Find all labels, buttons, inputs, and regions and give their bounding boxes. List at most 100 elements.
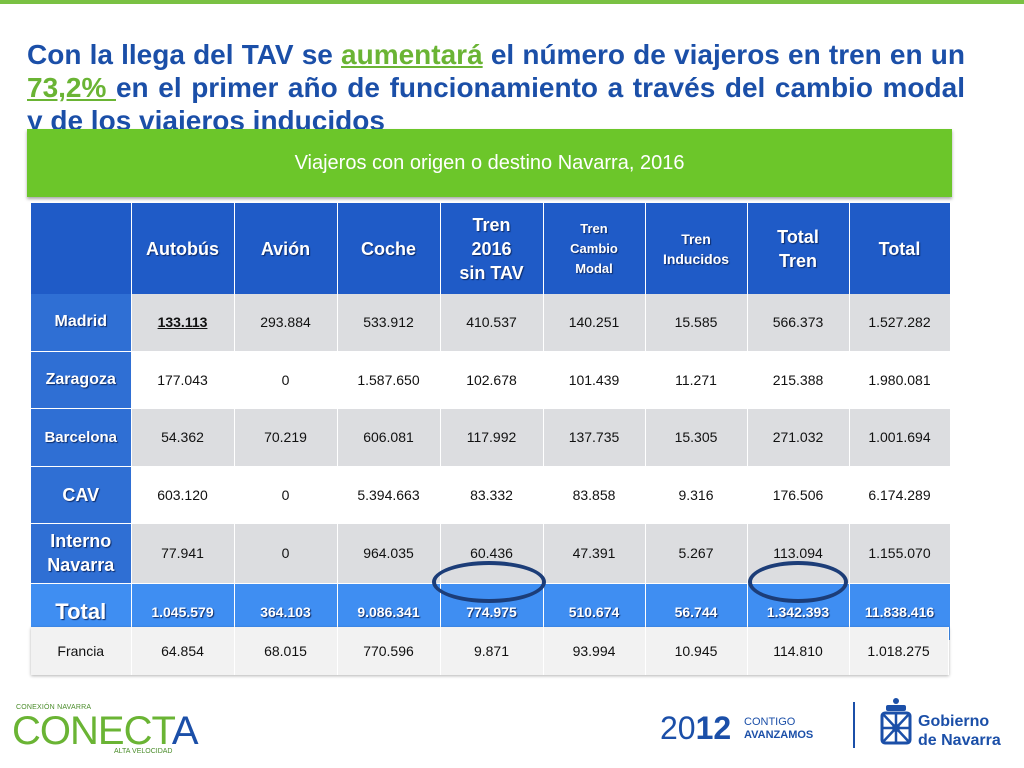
header-total-tren-line-1: Total [777, 226, 819, 247]
header-tren-2016-line-2: 2016 [471, 238, 512, 259]
header-total: Total [849, 203, 951, 294]
table-cell: 77.941 [131, 523, 235, 584]
table-cell: 114.810 [747, 627, 850, 675]
table-cell: 271.032 [747, 408, 850, 467]
table-cell: 64.854 [131, 627, 235, 675]
table-cell: 140.251 [543, 294, 646, 352]
row-label-interno-line-1: Interno [50, 531, 112, 551]
table-cell: 11.271 [645, 351, 748, 409]
header-inducidos-line-1: Tren [681, 230, 711, 247]
table-cell: 293.884 [234, 294, 338, 352]
header-total-tren-line-2: Tren [778, 250, 817, 271]
table-cell: 215.388 [747, 351, 850, 409]
table-cell: 606.081 [337, 408, 441, 467]
row-label-francia: Francia [31, 627, 132, 675]
table-cell: 133.113 [131, 294, 235, 352]
header-tren-inducidos: Tren Inducidos [645, 203, 748, 294]
row-label-interno-navarra: Interno Navarra [31, 523, 132, 584]
page-title: Con la llega del TAV se aumentará el núm… [27, 38, 965, 137]
table-cell: 566.373 [747, 294, 850, 352]
table-banner-title: Viajeros con origen o destino Navarra, 2… [294, 151, 685, 174]
table-row-madrid: Madrid 133.113 293.884 533.912 410.537 1… [31, 294, 951, 352]
table-row-barcelona: Barcelona 54.362 70.219 606.081 117.992 … [31, 408, 951, 467]
top-accent-line [0, 0, 1024, 4]
header-autobus: Autobús [131, 203, 235, 294]
year-logo: 2012 [660, 710, 731, 746]
headline-highlight-percent: 73,2% [27, 72, 116, 103]
headline-highlight-aumentara: aumentará [341, 39, 483, 70]
table-cell: 68.015 [234, 627, 338, 675]
row-label-barcelona: Barcelona [31, 408, 132, 467]
header-tren-2016: Tren 2016 sin TAV [440, 203, 544, 294]
table-cell: 83.332 [440, 466, 544, 524]
table-cell: 1.527.282 [849, 294, 951, 352]
gobierno-line-1: Gobierno [918, 713, 990, 730]
table-cell: 0 [234, 351, 338, 409]
conecta-logo-blue-part: A [171, 709, 199, 753]
navarra-shield-icon [880, 698, 912, 745]
row-label-interno-line-2: Navarra [47, 555, 115, 575]
row-label-zaragoza: Zaragoza [31, 351, 132, 409]
highlight-oval-tren-2016 [432, 561, 546, 603]
conecta-logo-top-text: CONEXIÓN NAVARRA [16, 704, 92, 711]
year-thin: 20 [660, 710, 696, 746]
table-header-row: Autobús Avión Coche Tren 2016 sin TAV Tr… [31, 203, 951, 294]
table-cell: 6.174.289 [849, 466, 951, 524]
table-cell: 603.120 [131, 466, 235, 524]
headline-part-1: Con la llega del TAV se [27, 39, 342, 70]
table-cell: 102.678 [440, 351, 544, 409]
header-cambio-line-3: Modal [575, 260, 613, 276]
table-cell: 1.980.081 [849, 351, 951, 409]
table-cell: 0 [234, 466, 338, 524]
year-bold: 12 [695, 710, 732, 746]
header-corner [31, 203, 132, 294]
slogan: CONTIGO AVANZAMOS [744, 716, 813, 742]
table-cell: 1.587.650 [337, 351, 441, 409]
table-cell: 177.043 [131, 351, 235, 409]
table-cell: 117.992 [440, 408, 544, 467]
header-cambio-line-2: Cambio [570, 240, 618, 256]
gobierno-navarra-logo: Gobierno de Navarra [918, 712, 1001, 750]
row-label-madrid: Madrid [31, 294, 132, 352]
table-cell: 93.994 [543, 627, 646, 675]
table-cell: 176.506 [747, 466, 850, 524]
table-cell: 770.596 [337, 627, 441, 675]
header-total-tren: Total Tren [747, 203, 850, 294]
table-cell: 10.945 [645, 627, 748, 675]
table-cell: 54.362 [131, 408, 235, 467]
headline-part-2: el número de viajeros en tren en un [482, 39, 965, 70]
table-row-francia: Francia 64.854 68.015 770.596 9.871 93.9… [31, 627, 949, 675]
table-cell: 47.391 [543, 523, 646, 584]
table-cell: 0 [234, 523, 338, 584]
table-cell: 9.871 [440, 627, 544, 675]
table-cell: 5.267 [645, 523, 748, 584]
table-banner: Viajeros con origen o destino Navarra, 2… [27, 129, 952, 197]
table-cell: 1.155.070 [849, 523, 951, 584]
table-cell: 70.219 [234, 408, 338, 467]
header-inducidos-line-2: Inducidos [662, 250, 730, 267]
table-cell: 101.439 [543, 351, 646, 409]
slogan-line-2: AVANZAMOS [744, 729, 814, 741]
table-cell: 1.018.275 [849, 627, 949, 675]
table-cell: 5.394.663 [337, 466, 441, 524]
table-row-cav: CAV 603.120 0 5.394.663 83.332 83.858 9.… [31, 466, 951, 524]
slogan-line-1: CONTIGO [744, 716, 796, 728]
header-avion: Avión [234, 203, 338, 294]
highlight-oval-total-tren [748, 561, 848, 603]
table-row-zaragoza: Zaragoza 177.043 0 1.587.650 102.678 101… [31, 351, 951, 409]
row-label-cav: CAV [31, 466, 132, 524]
header-tren-cambio-modal: Tren Cambio Modal [543, 203, 646, 294]
header-tren-2016-line-3: sin TAV [459, 262, 524, 283]
table-cell: 1.001.694 [849, 408, 951, 467]
table-cell: 15.305 [645, 408, 748, 467]
headline-part-3: en el primer año de funcionamiento a tra… [27, 72, 965, 136]
conecta-logo: CONEXIÓN NAVARRA CONECTA ALTA VELOCIDAD [12, 702, 212, 762]
francia-table: Francia 64.854 68.015 770.596 9.871 93.9… [31, 627, 949, 675]
table-cell: 533.912 [337, 294, 441, 352]
table-cell: 137.735 [543, 408, 646, 467]
table-cell: 15.585 [645, 294, 748, 352]
table-cell: 83.858 [543, 466, 646, 524]
header-tren-2016-line-1: Tren [472, 214, 511, 235]
conecta-logo-wordmark: CONECTA [12, 709, 199, 753]
table-cell: 410.537 [440, 294, 544, 352]
